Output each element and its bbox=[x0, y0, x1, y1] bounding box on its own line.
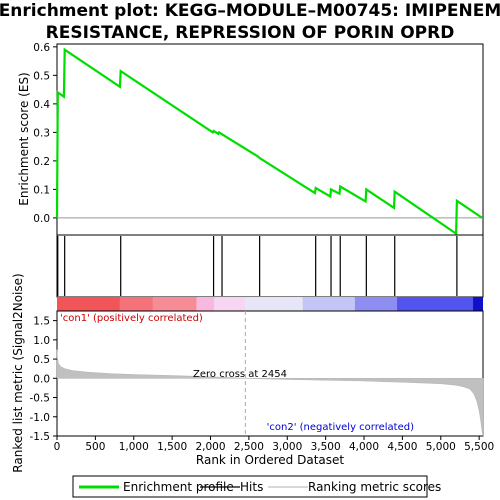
es-y-tick-label: 0.4 bbox=[33, 99, 50, 111]
metric-y-axis-ticks: -1.5 -1.0 -0.5 0.0 0.5 1.0 1.5 bbox=[30, 316, 57, 443]
positive-correlation-label: 'con1' (positively correlated) bbox=[60, 313, 203, 324]
metric-y-tick-label: 0.5 bbox=[33, 354, 50, 366]
x-tick-label: 3,500 bbox=[311, 441, 341, 453]
ranking-metric-area bbox=[56, 349, 484, 437]
x-tick-label: 1,000 bbox=[119, 441, 149, 453]
x-tick-label: 5,000 bbox=[426, 441, 456, 453]
metric-y-tick-label: 1.0 bbox=[33, 335, 50, 347]
gradient-segment bbox=[473, 297, 483, 311]
es-y-tick-label: 0.1 bbox=[33, 184, 50, 196]
gradient-segment bbox=[245, 297, 303, 311]
es-y-axis-label: Enrichment score (ES) bbox=[17, 72, 31, 205]
metric-y-axis-label: Ranked list metric (Signal2Noise) bbox=[11, 273, 25, 472]
gradient-segment bbox=[302, 297, 355, 311]
x-tick-label: 4,500 bbox=[387, 441, 417, 453]
enrichment-profile-line bbox=[55, 47, 483, 236]
gradient-segment bbox=[397, 297, 474, 311]
x-tick-label: 1,500 bbox=[157, 441, 187, 453]
legend-entry-label: Hits bbox=[240, 480, 263, 494]
es-y-axis-ticks: 0.0 0.1 0.2 0.3 0.4 0.5 0.6 bbox=[33, 42, 57, 225]
es-y-tick-label: 0.3 bbox=[33, 127, 50, 139]
x-tick-label: 2,000 bbox=[195, 441, 225, 453]
gradient-segment bbox=[196, 297, 215, 311]
gradient-segment bbox=[119, 297, 153, 311]
metric-y-tick-label: -1.5 bbox=[30, 431, 51, 443]
x-tick-label: 3,000 bbox=[272, 441, 302, 453]
x-tick-label: 2,500 bbox=[234, 441, 264, 453]
es-y-tick-label: 0.2 bbox=[33, 156, 50, 168]
metric-y-tick-label: -0.5 bbox=[30, 393, 51, 405]
legend: Enrichment profile Hits Ranking metric sco… bbox=[79, 480, 441, 494]
es-y-tick-label: 0.6 bbox=[33, 42, 50, 54]
metric-panel-frame bbox=[56, 310, 484, 437]
negative-correlation-label: 'con2' (negatively correlated) bbox=[267, 422, 414, 433]
gradient-segment bbox=[354, 297, 398, 311]
gradient-segment bbox=[152, 297, 197, 311]
chart-title-line-2: RESISTANCE, REPRESSION OF PORIN OPRD bbox=[46, 23, 455, 43]
x-tick-label: 5,500 bbox=[464, 441, 494, 453]
es-y-tick-label: 0.0 bbox=[33, 213, 50, 225]
es-y-tick-label: 0.5 bbox=[33, 70, 50, 82]
metric-y-tick-label: 1.5 bbox=[33, 316, 50, 328]
gradient-segment bbox=[57, 297, 120, 311]
chart-title-line-1: Enrichment plot: KEGG–MODULE–M00745: IMI… bbox=[0, 1, 500, 21]
x-tick-label: 0 bbox=[54, 441, 61, 453]
zero-cross-annotation: Zero cross at 2454 bbox=[193, 369, 287, 380]
x-axis-label: Rank in Ordered Dataset bbox=[196, 453, 344, 467]
legend-box bbox=[72, 475, 428, 498]
x-tick-label: 500 bbox=[85, 441, 105, 453]
legend-entry-label: Ranking metric scores bbox=[308, 480, 441, 494]
metric-y-tick-label: -1.0 bbox=[30, 412, 51, 424]
metric-y-tick-label: 0.0 bbox=[33, 373, 50, 385]
gradient-segment bbox=[214, 297, 246, 311]
ranked-gradient-bar bbox=[57, 297, 483, 311]
hits-markers bbox=[57, 236, 458, 296]
x-axis-ticks: 0 500 1,000 1,500 2,000 2,500 3,000 3,500 4,000 4… bbox=[54, 436, 494, 453]
x-tick-label: 4,000 bbox=[349, 441, 379, 453]
legend-entry-label: Enrichment profile bbox=[123, 480, 234, 494]
